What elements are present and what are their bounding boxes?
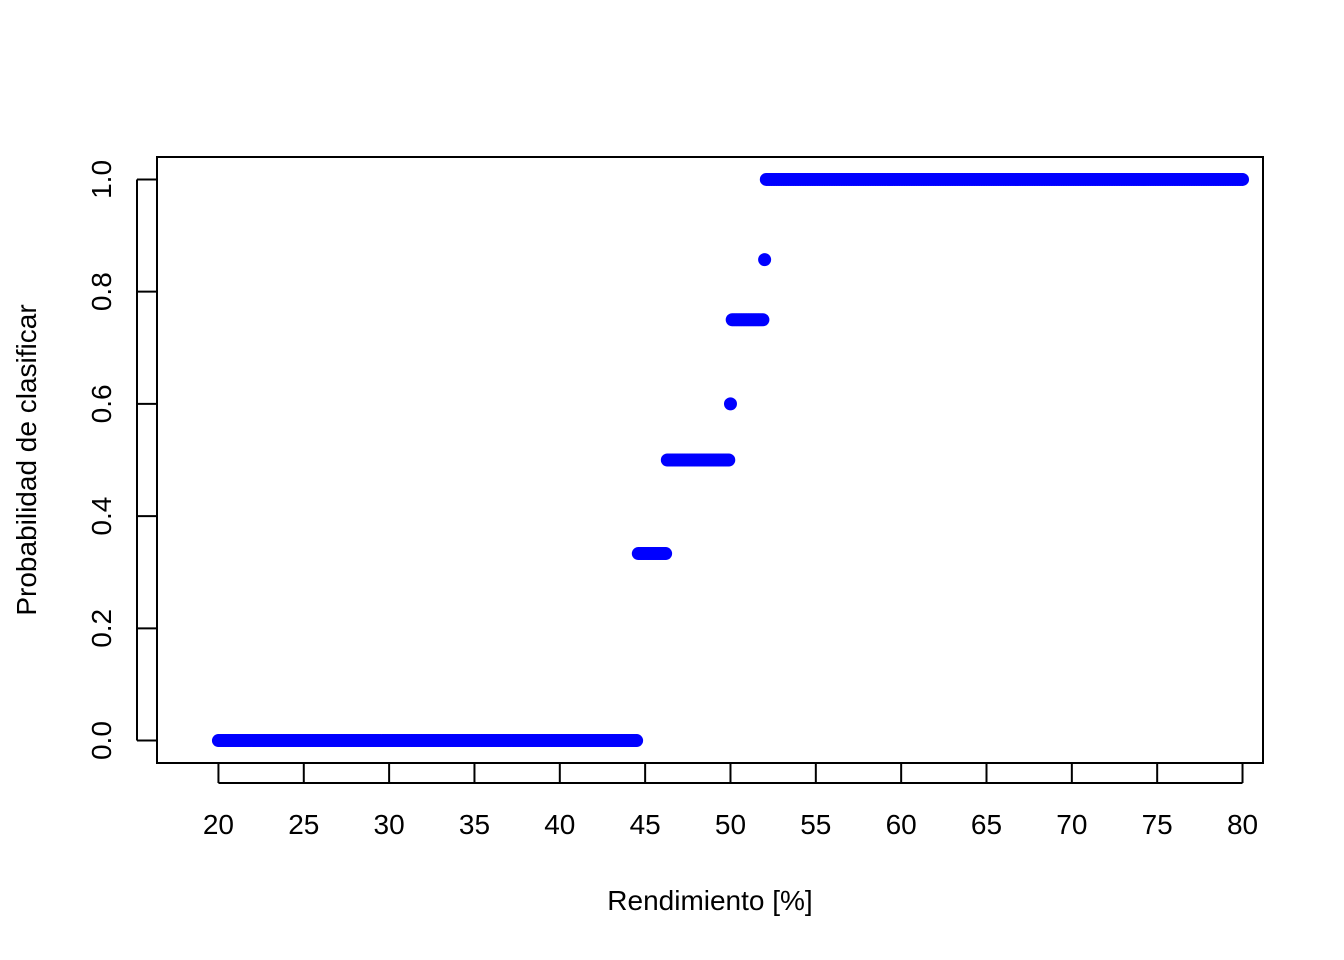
x-tick-label: 45 (630, 809, 661, 840)
y-tick-label: 0.4 (86, 497, 117, 536)
y-tick-label: 0.8 (86, 272, 117, 311)
x-tick-label: 55 (800, 809, 831, 840)
x-tick-label: 20 (203, 809, 234, 840)
x-tick-label: 75 (1142, 809, 1173, 840)
y-tick-label: 0.6 (86, 384, 117, 423)
data-point (659, 547, 673, 561)
data-point (630, 734, 644, 748)
plot-frame (156, 156, 1264, 764)
x-tick-label: 50 (715, 809, 746, 840)
y-tick-label: 1.0 (86, 160, 117, 199)
data-point (723, 397, 737, 411)
x-tick-label: 70 (1056, 809, 1087, 840)
data-point (756, 313, 770, 327)
y-axis-title: Probabilidad de clasificar (11, 304, 42, 615)
data-point (722, 453, 736, 467)
data-point (1236, 172, 1250, 186)
y-tick-label: 0.2 (86, 609, 117, 648)
x-tick-label: 35 (459, 809, 490, 840)
x-tick-label: 40 (544, 809, 575, 840)
x-tick-label: 30 (374, 809, 405, 840)
x-tick-label: 25 (288, 809, 319, 840)
x-tick-label: 80 (1227, 809, 1258, 840)
y-axis: 0.0 0.2 0.4 0.6 0.8 1.0 (86, 160, 157, 760)
y-tick-label: 0.0 (86, 721, 117, 760)
x-tick-label: 65 (971, 809, 1002, 840)
x-axis: 20 25 30 35 40 45 50 55 60 65 70 75 80 (203, 763, 1258, 840)
x-tick-label: 60 (886, 809, 917, 840)
data-point (758, 253, 772, 267)
x-axis-title: Rendimiento [%] (607, 885, 812, 916)
data-points (211, 172, 1250, 748)
